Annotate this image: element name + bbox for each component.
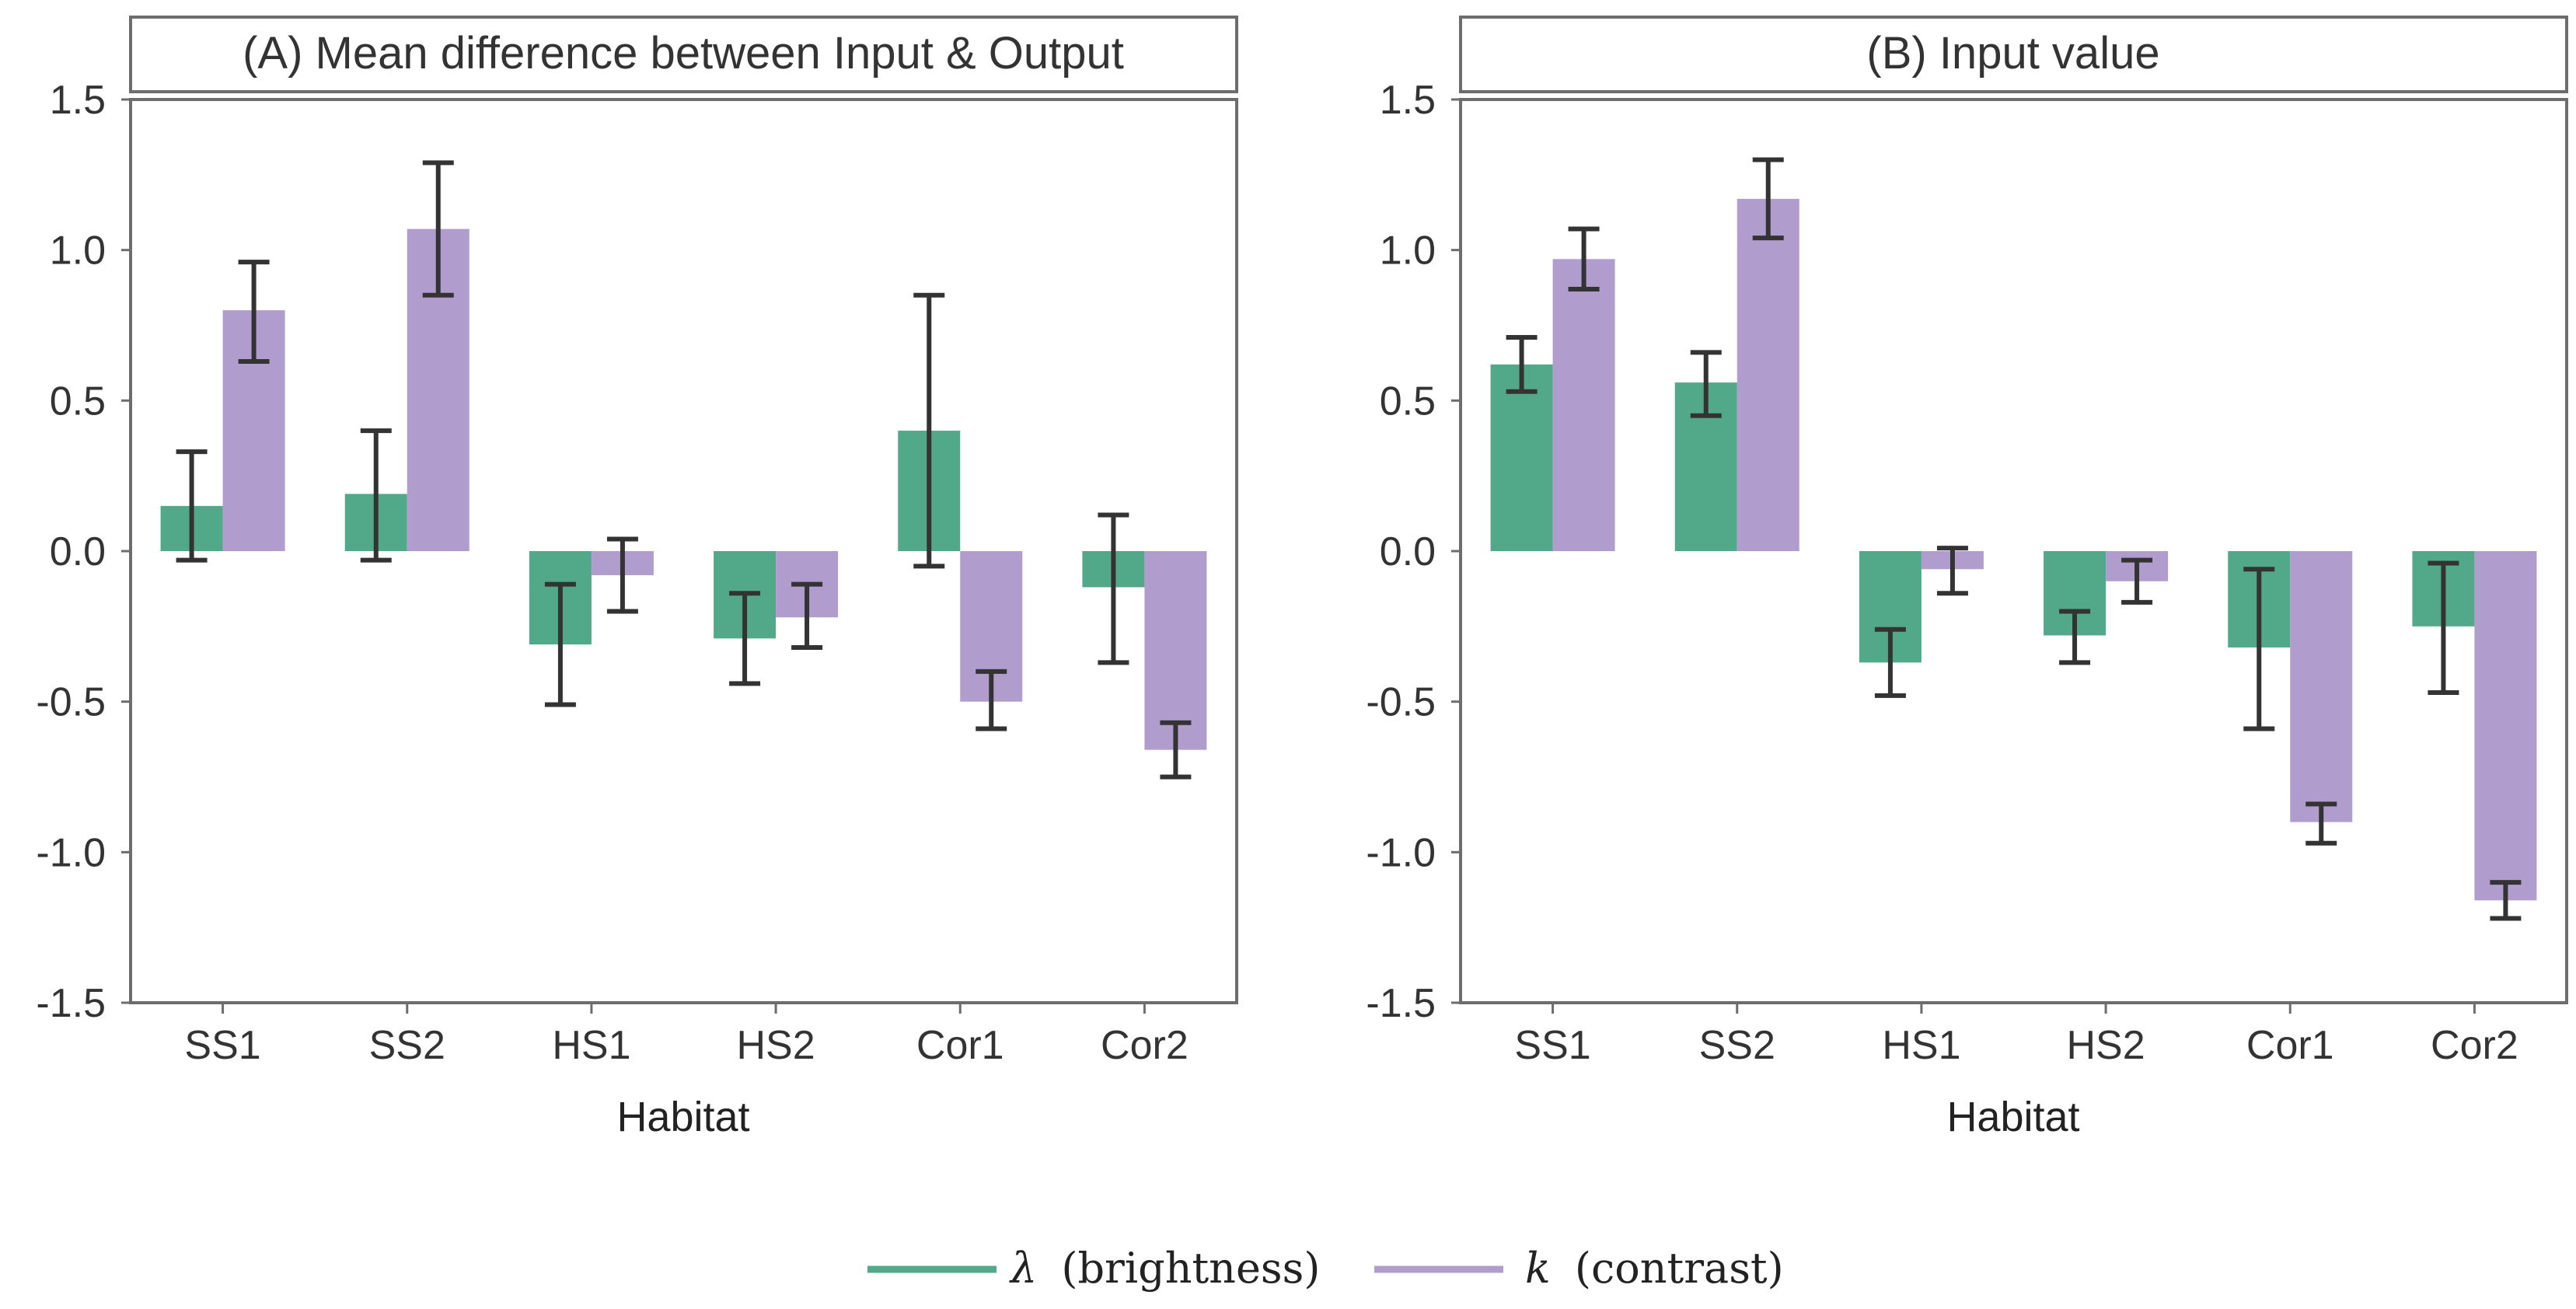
panel-b-title: (B) Input value: [1866, 28, 2159, 79]
panel-a-y-tick-label: -0.5: [36, 680, 106, 725]
panel-b-x-tick-label: HS1: [1882, 1023, 1960, 1068]
legend-symbol-lambda: λ: [1009, 1244, 1037, 1293]
panel-b-y-tick-label: -0.5: [1366, 680, 1436, 725]
legend-item-lambda: λ (brightness): [867, 1244, 1320, 1293]
panel-a-x-tick-labels: SS1 SS2 HS1 HS2 Cor1 Cor2: [184, 1023, 1188, 1068]
panel-b-title-box: [1459, 16, 2568, 93]
panel-a-y-tick-labels: 1.5 1.0 0.5 0.0 -0.5 -1.0 -1.5: [36, 78, 106, 1026]
panel-b-y-tick-label: 0.5: [1380, 379, 1436, 424]
panel-a-title: (A) Mean difference between Input & Outp…: [243, 28, 1124, 79]
legend-text-k: (contrast): [1575, 1244, 1784, 1293]
legend-item-k: k (contrast): [1374, 1244, 1784, 1293]
panel-b-x-tick-label: SS1: [1514, 1023, 1590, 1068]
legend-text-lambda: (brightness): [1061, 1244, 1320, 1293]
panel-b-y-tick-label: -1.0: [1366, 830, 1436, 875]
panel-b-bar-k-ss2: [1737, 198, 1799, 551]
panel-a-x-axis-label: Habitat: [616, 1094, 749, 1140]
panel-a-y-tick-label: 1.0: [50, 229, 106, 274]
panel-a-x-tick-label: Cor2: [1101, 1023, 1189, 1068]
panel-b-y-tick-label: 0.0: [1380, 529, 1436, 574]
panel-a-x-tick-label: HS2: [737, 1023, 815, 1068]
panel-b-bar-lambda-ss1: [1490, 364, 1553, 551]
panel-b-y-tick-label: 1.5: [1380, 78, 1436, 123]
panel-b-x-tick-label: Cor1: [2246, 1023, 2334, 1068]
panel-b: (B) Input value 1.5 1.0 0.5 0.0 -0.5 -1.0 -1.5…: [1366, 16, 2568, 1140]
panel-a-y-tick-label: 1.5: [50, 78, 106, 123]
panel-a-error-bars: [176, 160, 1192, 780]
panel-b-x-tick-label: HS2: [2067, 1023, 2145, 1068]
panel-b-bar-k-cor1: [2290, 551, 2353, 822]
panel-b-x-axis-label: Habitat: [1946, 1094, 2079, 1140]
panel-b-y-tick-label: 1.0: [1380, 229, 1436, 274]
panel-a-bar-k-cor2: [1144, 551, 1207, 750]
panel-a-y-ticks: [121, 98, 131, 1004]
panel-b-x-tick-labels: SS1 SS2 HS1 HS2 Cor1 Cor2: [1514, 1023, 2518, 1068]
panel-b-y-tick-labels: 1.5 1.0 0.5 0.0 -0.5 -1.0 -1.5: [1366, 78, 1436, 1026]
legend-symbol-k: k: [1525, 1244, 1551, 1293]
legend: λ (brightness) k (contrast): [867, 1244, 1784, 1293]
panel-b-x-tick-label: Cor2: [2431, 1023, 2518, 1068]
panel-a-title-box: [129, 16, 1238, 93]
panel-a: (A) Mean difference between Input & Outp…: [36, 16, 1238, 1140]
panel-a-x-tick-label: HS1: [552, 1023, 630, 1068]
panel-b-x-tick-label: SS2: [1699, 1023, 1775, 1068]
panel-a-x-tick-label: Cor1: [916, 1023, 1004, 1068]
panel-b-x-ticks: [1552, 1003, 2476, 1014]
panel-b-bar-k-ss1: [1552, 259, 1615, 551]
panel-a-x-tick-label: SS1: [184, 1023, 260, 1068]
panel-b-y-ticks: [1451, 98, 1461, 1004]
panel-a-y-tick-label: -1.5: [36, 981, 106, 1026]
panel-a-plot-frame: [129, 98, 1238, 1004]
panel-a-y-tick-label: 0.5: [50, 379, 106, 424]
panel-b-bar-k-cor2: [2474, 551, 2537, 901]
panel-a-y-tick-label: 0.0: [50, 529, 106, 574]
panel-a-x-tick-label: SS2: [369, 1023, 445, 1068]
legend-label-k: k (contrast): [1525, 1244, 1784, 1293]
panel-a-y-tick-label: -1.0: [36, 830, 106, 875]
legend-label-lambda: λ (brightness): [1009, 1244, 1320, 1293]
panel-b-plot-frame: [1459, 98, 2568, 1004]
panel-b-error-bars: [1506, 157, 2522, 921]
panel-a-x-ticks: [222, 1003, 1146, 1014]
panel-b-y-tick-label: -1.5: [1366, 981, 1436, 1026]
